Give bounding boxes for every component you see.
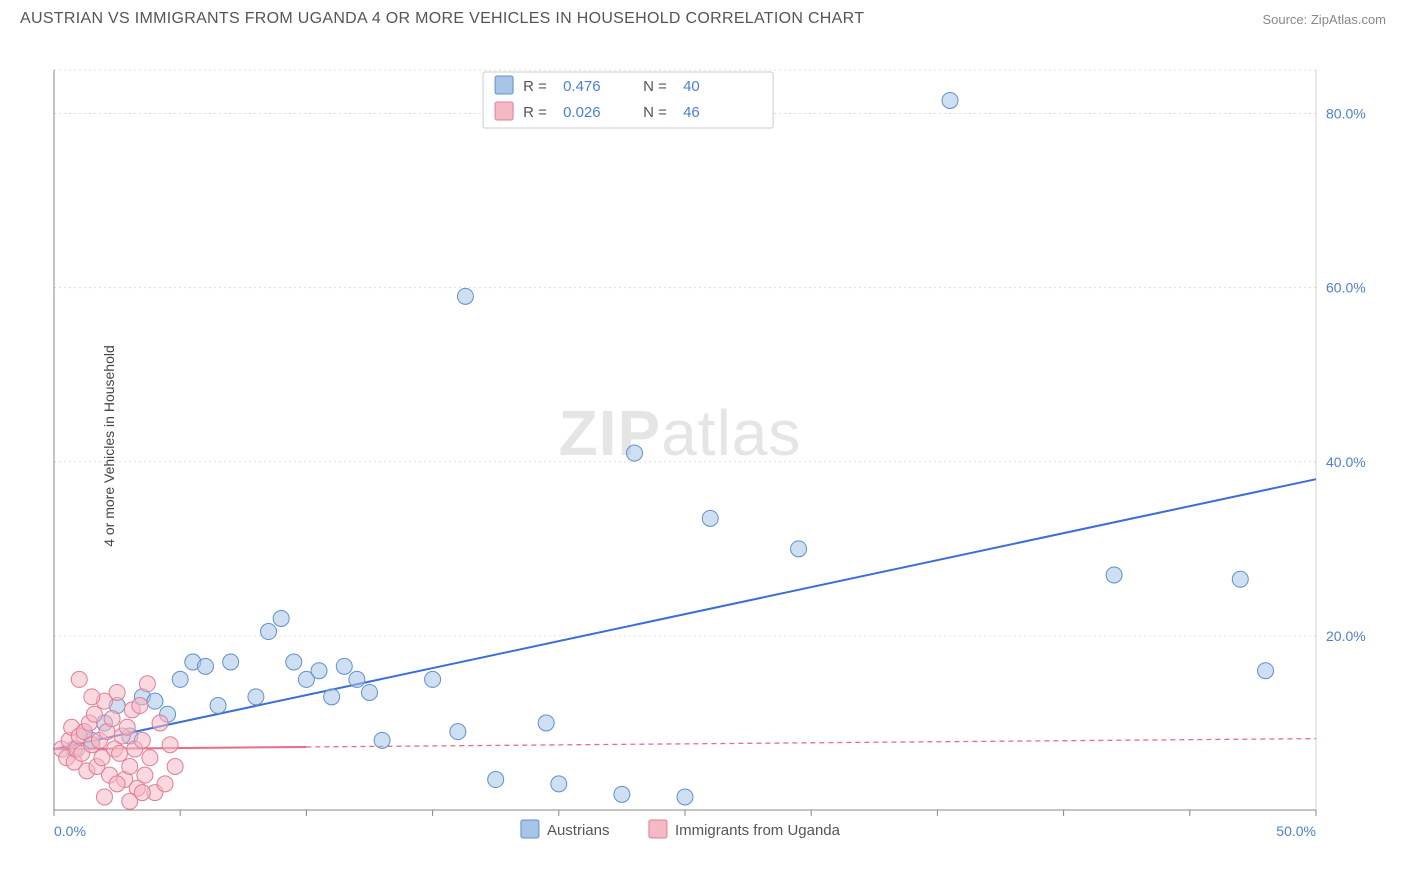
y-tick-label: 80.0% xyxy=(1326,106,1366,122)
legend-swatch-icon xyxy=(649,820,667,838)
uganda-point xyxy=(157,776,173,792)
legend-n-value: 40 xyxy=(683,78,700,95)
legend-r-value: 0.476 xyxy=(563,78,601,95)
uganda-point xyxy=(84,689,100,705)
uganda-point xyxy=(112,745,128,761)
austrians-point xyxy=(614,786,630,802)
austrians-point xyxy=(223,654,239,670)
uganda-point xyxy=(162,737,178,753)
austrians-point xyxy=(362,684,378,700)
legend-r-label: R = xyxy=(523,78,547,95)
austrians-point xyxy=(311,663,327,679)
austrians-point xyxy=(538,715,554,731)
austrians-point xyxy=(457,288,473,304)
austrians-trendline xyxy=(54,479,1316,749)
uganda-point xyxy=(167,758,183,774)
uganda-point xyxy=(119,719,135,735)
legend-n-label: N = xyxy=(643,78,667,95)
austrians-point xyxy=(791,541,807,557)
austrians-point xyxy=(248,689,264,705)
austrians-point xyxy=(261,624,277,640)
austrians-point xyxy=(172,671,188,687)
uganda-point xyxy=(96,789,112,805)
legend-n-label: N = xyxy=(643,104,667,121)
uganda-point xyxy=(142,750,158,766)
austrians-point xyxy=(1232,571,1248,587)
uganda-point xyxy=(109,776,125,792)
legend-r-value: 0.026 xyxy=(563,104,601,121)
watermark: ZIPatlas xyxy=(559,397,802,469)
austrians-swatch-icon xyxy=(495,76,513,94)
austrians-point xyxy=(1258,663,1274,679)
uganda-point xyxy=(71,671,87,687)
uganda-point xyxy=(137,767,153,783)
legend-swatch-icon xyxy=(521,820,539,838)
austrians-point xyxy=(210,698,226,714)
uganda-point xyxy=(86,706,102,722)
y-tick-label: 40.0% xyxy=(1326,454,1366,470)
austrians-point xyxy=(349,671,365,687)
austrians-point xyxy=(324,689,340,705)
austrians-point xyxy=(702,510,718,526)
x-tick-label: 50.0% xyxy=(1276,823,1316,839)
austrians-point xyxy=(551,776,567,792)
uganda-swatch-icon xyxy=(495,102,513,120)
scatter-chart: 20.0% 40.0% 60.0% 80.0% ZIPatlas 0.0% 50.0% R =… xyxy=(44,60,1386,852)
austrians-point xyxy=(677,789,693,805)
austrians-point xyxy=(450,724,466,740)
austrians-point xyxy=(488,772,504,788)
austrians-point xyxy=(336,658,352,674)
austrians-point xyxy=(942,92,958,108)
austrians-point xyxy=(627,445,643,461)
x-tick-label: 0.0% xyxy=(54,823,86,839)
legend-series-label: Immigrants from Uganda xyxy=(675,822,841,839)
chart-title: AUSTRIAN VS IMMIGRANTS FROM UGANDA 4 OR … xyxy=(20,10,864,28)
y-tick-label: 20.0% xyxy=(1326,628,1366,644)
y-tick-label: 60.0% xyxy=(1326,280,1366,296)
uganda-point xyxy=(132,698,148,714)
uganda-point xyxy=(104,711,120,727)
uganda-point xyxy=(134,785,150,801)
austrians-point xyxy=(197,658,213,674)
austrians-point xyxy=(425,671,441,687)
uganda-point xyxy=(122,758,138,774)
uganda-point xyxy=(152,715,168,731)
legend-series-label: Austrians xyxy=(547,822,610,839)
austrians-point xyxy=(374,732,390,748)
austrians-point xyxy=(147,693,163,709)
austrians-point xyxy=(1106,567,1122,583)
legend-n-value: 46 xyxy=(683,104,700,121)
uganda-point xyxy=(139,676,155,692)
source-credit: Source: ZipAtlas.com xyxy=(1262,12,1386,27)
austrians-point xyxy=(286,654,302,670)
uganda-point xyxy=(134,732,150,748)
uganda-point xyxy=(109,684,125,700)
austrians-point xyxy=(273,610,289,626)
legend-r-label: R = xyxy=(523,104,547,121)
